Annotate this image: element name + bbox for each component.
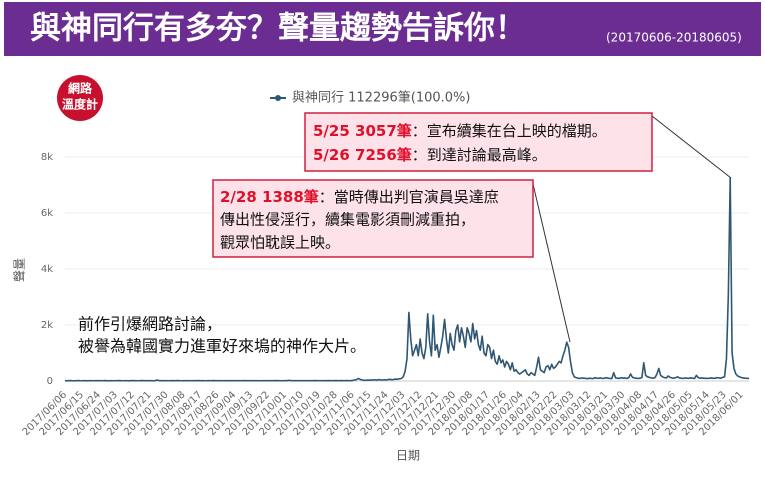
annotation-line: 傳出性侵淫行，續集電影須刪減重拍， <box>220 211 475 229</box>
annotation-text: ：到達討論最高峰。 <box>412 146 547 164</box>
annotation-highlight: 5/25 3057筆 <box>313 122 412 140</box>
y-axis-title: 聲量 <box>12 258 27 282</box>
annotation-highlight: 5/26 7256筆 <box>313 146 412 164</box>
annotation-line: 2/28 1388筆：當時傳出判官演員吳達庶 <box>220 188 499 206</box>
annotation-text: ：宣布續集在台上映的檔期。 <box>412 122 607 140</box>
header-banner <box>4 2 761 56</box>
annotation-line: 前作引爆網路討論， <box>78 315 222 334</box>
y-tick-label: 0 <box>47 376 53 387</box>
annotation-line: 被譽為韓國實力進軍好來塢的神作大片。 <box>78 337 366 356</box>
annotation-box <box>304 112 653 172</box>
logo-circle <box>57 75 103 121</box>
annotation: 5/25 3057筆：宣布續集在台上映的檔期。 5/26 7256筆：到達討論最… <box>304 112 653 172</box>
annotation-line: 觀眾怕耽誤上映。 <box>220 234 340 252</box>
x-axis-title: 日期 <box>396 449 420 463</box>
callout-line <box>532 183 571 343</box>
date-range: (20170606-20180605) <box>606 31 742 45</box>
plot-area: 02k4k6k8k2017/06/062017/06/152017/06/242… <box>21 152 750 438</box>
legend: 與神同行 112296筆(100.0%) <box>270 91 470 106</box>
y-tick-label: 6k <box>41 208 53 219</box>
annotation-line: 5/26 7256筆：到達討論最高峰。 <box>313 146 547 164</box>
annotation: 前作引爆網路討論， 被譽為韓國實力進軍好來塢的神作大片。 <box>78 315 366 356</box>
annotation-line: 5/25 3057筆：宣布續集在台上映的檔期。 <box>313 122 607 140</box>
y-tick-label: 4k <box>41 264 53 275</box>
annotation-text: ：當時傳出判官演員吳達庶 <box>319 188 499 206</box>
annotation-highlight: 2/28 1388筆 <box>220 188 319 206</box>
annotation-box <box>212 179 534 258</box>
y-tick-label: 2k <box>41 320 53 331</box>
series-line <box>64 177 750 382</box>
title: 與神同行有多夯？聲量趨勢告訴你！ <box>30 11 526 47</box>
annotation: 2/28 1388筆：當時傳出判官演員吳達庶 傳出性侵淫行，續集電影須刪減重拍，… <box>212 179 534 258</box>
legend-marker <box>275 95 281 101</box>
y-tick-label: 8k <box>41 152 53 163</box>
legend-label: 與神同行 112296筆(100.0%) <box>292 91 470 106</box>
callout-line <box>651 115 732 179</box>
logo-text: 網路 <box>68 81 93 96</box>
logo-text: 溫度計 <box>62 97 98 112</box>
logo: 網路 溫度計 <box>57 75 103 121</box>
